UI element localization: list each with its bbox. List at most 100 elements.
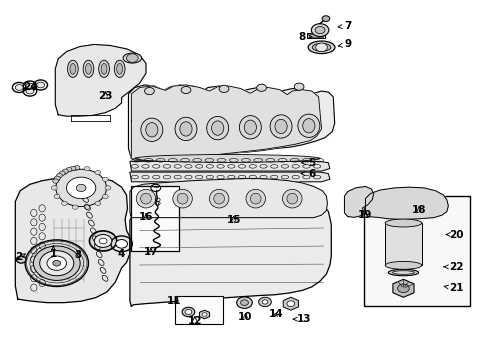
Text: 16: 16 [139, 212, 153, 221]
Circle shape [315, 43, 327, 51]
Circle shape [56, 169, 106, 207]
Text: 3: 3 [74, 250, 81, 260]
Ellipse shape [83, 60, 94, 77]
Text: 24: 24 [23, 82, 38, 93]
Text: 17: 17 [143, 247, 158, 257]
Polygon shape [17, 256, 25, 263]
Circle shape [102, 177, 108, 181]
Circle shape [84, 167, 90, 171]
Text: 13: 13 [293, 314, 310, 324]
Circle shape [95, 201, 101, 206]
Circle shape [66, 167, 72, 172]
Ellipse shape [245, 189, 265, 208]
Circle shape [94, 234, 112, 247]
Polygon shape [55, 44, 146, 116]
Circle shape [181, 86, 190, 94]
Polygon shape [128, 85, 334, 159]
Circle shape [61, 201, 67, 206]
Circle shape [105, 186, 111, 190]
Ellipse shape [250, 193, 261, 204]
Ellipse shape [175, 117, 197, 140]
Bar [175, 296, 223, 324]
Ellipse shape [297, 114, 319, 138]
Circle shape [15, 85, 23, 90]
Ellipse shape [141, 193, 151, 204]
Circle shape [102, 194, 108, 199]
Circle shape [66, 177, 96, 199]
Text: 11: 11 [166, 296, 181, 306]
Circle shape [59, 171, 65, 175]
Text: 15: 15 [226, 215, 241, 225]
Circle shape [240, 300, 248, 306]
Ellipse shape [180, 122, 192, 136]
Circle shape [219, 85, 228, 93]
Circle shape [72, 167, 78, 171]
Circle shape [184, 310, 191, 315]
Circle shape [322, 16, 329, 22]
Text: 8: 8 [298, 32, 311, 41]
Ellipse shape [136, 189, 156, 208]
Ellipse shape [286, 193, 297, 204]
Ellipse shape [85, 63, 91, 74]
Circle shape [72, 205, 78, 209]
Circle shape [89, 231, 117, 251]
Bar [131, 186, 179, 251]
Polygon shape [344, 186, 373, 217]
Ellipse shape [99, 60, 109, 77]
Ellipse shape [206, 116, 228, 140]
Ellipse shape [239, 116, 261, 139]
Ellipse shape [101, 63, 107, 74]
Bar [308, 34, 323, 37]
Text: 18: 18 [411, 206, 426, 216]
Text: 23: 23 [98, 91, 113, 101]
Text: 9: 9 [338, 40, 351, 49]
Circle shape [315, 27, 325, 34]
Ellipse shape [213, 193, 224, 204]
Ellipse shape [117, 63, 122, 74]
Ellipse shape [244, 120, 256, 134]
Ellipse shape [282, 189, 302, 208]
Circle shape [76, 184, 86, 192]
Ellipse shape [145, 123, 158, 137]
Text: 21: 21 [443, 283, 463, 293]
Ellipse shape [177, 193, 187, 204]
Circle shape [53, 179, 59, 183]
Ellipse shape [385, 261, 421, 269]
Bar [306, 33, 325, 38]
Circle shape [25, 240, 88, 287]
Polygon shape [130, 172, 329, 182]
Circle shape [182, 307, 194, 317]
Circle shape [116, 239, 127, 248]
Polygon shape [392, 279, 413, 297]
Text: 4: 4 [118, 248, 125, 258]
Circle shape [53, 260, 61, 266]
Bar [384, 223, 421, 265]
Text: 14: 14 [268, 310, 283, 319]
Circle shape [256, 84, 266, 91]
Polygon shape [15, 176, 130, 303]
Circle shape [61, 170, 67, 175]
Circle shape [294, 83, 304, 90]
Circle shape [74, 166, 80, 170]
Ellipse shape [141, 118, 163, 141]
Circle shape [126, 54, 138, 62]
Ellipse shape [209, 189, 228, 208]
Circle shape [37, 82, 44, 88]
Circle shape [33, 246, 80, 280]
Circle shape [57, 174, 62, 178]
Text: 6: 6 [300, 168, 315, 179]
Circle shape [202, 313, 206, 316]
Circle shape [70, 166, 76, 171]
Polygon shape [131, 85, 321, 160]
Circle shape [99, 238, 107, 244]
Text: 7: 7 [337, 21, 351, 31]
Ellipse shape [135, 154, 320, 162]
Circle shape [95, 170, 101, 175]
Text: 19: 19 [358, 210, 372, 220]
Polygon shape [283, 297, 298, 310]
Text: 10: 10 [238, 312, 252, 322]
Circle shape [397, 284, 408, 293]
Ellipse shape [172, 189, 192, 208]
Ellipse shape [114, 60, 125, 77]
Circle shape [262, 300, 267, 304]
